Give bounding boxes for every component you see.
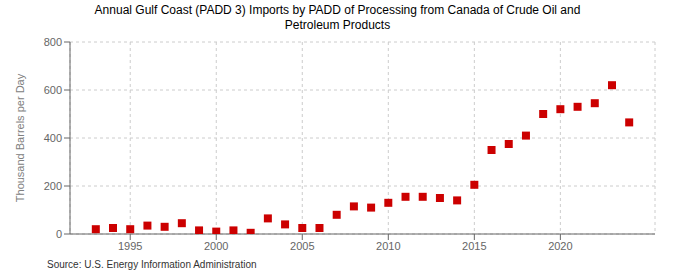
html-text:Source: U.S. Energy Informatio: Source: U.S. Energy Information Administ…	[47, 259, 257, 270]
svg-text:2010: 2010	[376, 240, 400, 252]
svg-text:2000: 2000	[204, 240, 228, 252]
html-text:Petroleum Products: Petroleum Products	[284, 18, 391, 32]
html-text:Annual Gulf Coast (PADD 3) Imp: Annual Gulf Coast (PADD 3) Imports by PA…	[94, 3, 581, 17]
svg-text:2015: 2015	[462, 240, 486, 252]
svg-text:1995: 1995	[118, 240, 142, 252]
svg-text:2005: 2005	[290, 240, 314, 252]
svg-text:0: 0	[56, 228, 62, 240]
svg-text:800: 800	[44, 36, 62, 48]
svg-text:Thousand Barrels per Day: Thousand Barrels per Day	[14, 73, 26, 202]
svg-text:200: 200	[44, 180, 62, 192]
svg-text:600: 600	[44, 84, 62, 96]
svg-text:400: 400	[44, 132, 62, 144]
svg-text:2020: 2020	[548, 240, 572, 252]
